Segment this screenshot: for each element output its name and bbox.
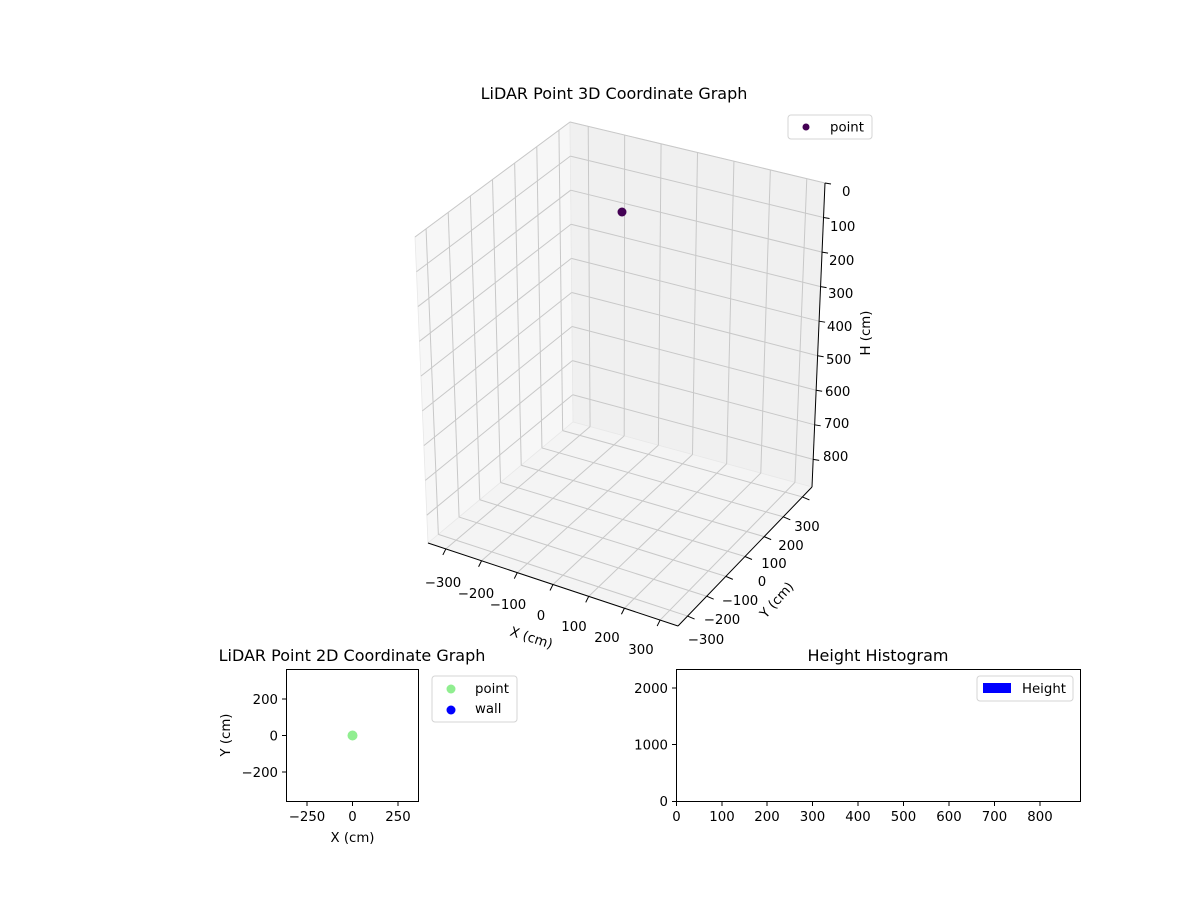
z-tick-labels-3d: 0 100 200 300 400 500 600 700 800 (823, 185, 855, 465)
ticks-2d (282, 698, 399, 806)
grid-3d (414, 121, 826, 621)
legend-point-label: point (830, 121, 864, 136)
legend-wall-marker (446, 705, 456, 715)
x-tick: 200 (754, 810, 779, 825)
z-tick: 300 (828, 287, 853, 302)
chart-histogram: Height Histogram 0 100 200 300 400 500 6… (634, 646, 1081, 825)
y-tick: 0 (270, 730, 278, 745)
z-axis-label-3d: H (cm) (859, 311, 874, 356)
y-tick: 200 (253, 693, 278, 708)
x-tick-labels-histogram: 0 100 200 300 400 500 600 700 800 (672, 810, 1052, 825)
x-tick: 300 (800, 810, 825, 825)
data-point-2d (347, 730, 358, 741)
x-tick: 400 (845, 810, 870, 825)
y-tick-labels-3d: −300 −200 −100 0 100 200 300 (688, 520, 820, 648)
x-tick-labels-3d: −300 −200 −100 0 100 200 300 (425, 576, 654, 658)
y-tick: 300 (794, 520, 819, 535)
x-tick: 100 (709, 810, 734, 825)
y-tick: 0 (758, 575, 766, 590)
x-tick: −100 (490, 598, 527, 613)
y-tick: 100 (761, 557, 786, 572)
legend-2d: point wall (431, 675, 518, 723)
x-axis-label-3d: X (cm) (508, 625, 554, 653)
legend-point-marker (446, 684, 456, 694)
ticks-3d (442, 182, 832, 627)
y-tick: 2000 (634, 682, 668, 697)
y-tick: −200 (241, 766, 278, 781)
ticks-histogram (672, 687, 1041, 806)
y-tick: 1000 (634, 739, 668, 754)
x-tick: 800 (1027, 810, 1052, 825)
z-tick: 0 (842, 185, 850, 200)
x-tick: 100 (561, 620, 586, 635)
z-tick: 800 (823, 450, 848, 465)
legend-wall-label: wall (475, 702, 501, 717)
data-point-3d (617, 207, 627, 217)
y-axis-label-2d: Y (cm) (219, 714, 234, 758)
y-tick: −100 (722, 594, 759, 609)
z-tick: 200 (829, 254, 854, 269)
y-tick: 200 (778, 539, 803, 554)
x-tick: −250 (289, 810, 326, 825)
x-tick: 500 (891, 810, 916, 825)
legend-point-marker (802, 123, 810, 131)
x-tick: −300 (425, 576, 462, 591)
chart-3d-title: LiDAR Point 3D Coordinate Graph (481, 84, 748, 103)
y-tick-labels-histogram: 0 1000 2000 (634, 682, 668, 810)
x-tick: 300 (628, 643, 653, 658)
x-tick: 250 (385, 810, 410, 825)
histogram-title: Height Histogram (808, 646, 949, 665)
z-tick: 500 (826, 353, 851, 368)
y-tick-labels-2d: 200 0 −200 (241, 693, 278, 781)
chart-2d-title: LiDAR Point 2D Coordinate Graph (219, 646, 486, 665)
x-tick: 700 (982, 810, 1007, 825)
y-tick: −300 (688, 633, 725, 648)
z-tick: 100 (830, 220, 855, 235)
z-tick: 600 (825, 385, 850, 400)
x-tick: 0 (348, 810, 356, 825)
chart-2d: LiDAR Point 2D Coordinate Graph −250 0 2… (219, 646, 518, 846)
y-tick: 0 (660, 795, 668, 810)
z-axis-line (811, 182, 826, 488)
y-tick: −200 (704, 613, 741, 628)
x-tick: 600 (936, 810, 961, 825)
x-tick: 0 (537, 609, 545, 624)
legend-height-swatch (983, 683, 1011, 693)
legend-point-label: point (475, 682, 509, 697)
legend-height-label: Height (1022, 682, 1066, 697)
legend-3d: point (787, 114, 873, 140)
x-axis-label-2d: X (cm) (331, 831, 375, 846)
x-tick: −200 (458, 587, 495, 602)
legend-histogram: Height (976, 675, 1074, 702)
chart-3d: LiDAR Point 3D Coordinate Graph −300 −20… (414, 84, 874, 658)
z-tick: 700 (824, 417, 849, 432)
x-tick-labels-2d: −250 0 250 (289, 810, 411, 825)
z-tick: 400 (827, 320, 852, 335)
x-tick: 0 (672, 810, 680, 825)
x-tick: 200 (594, 631, 619, 646)
